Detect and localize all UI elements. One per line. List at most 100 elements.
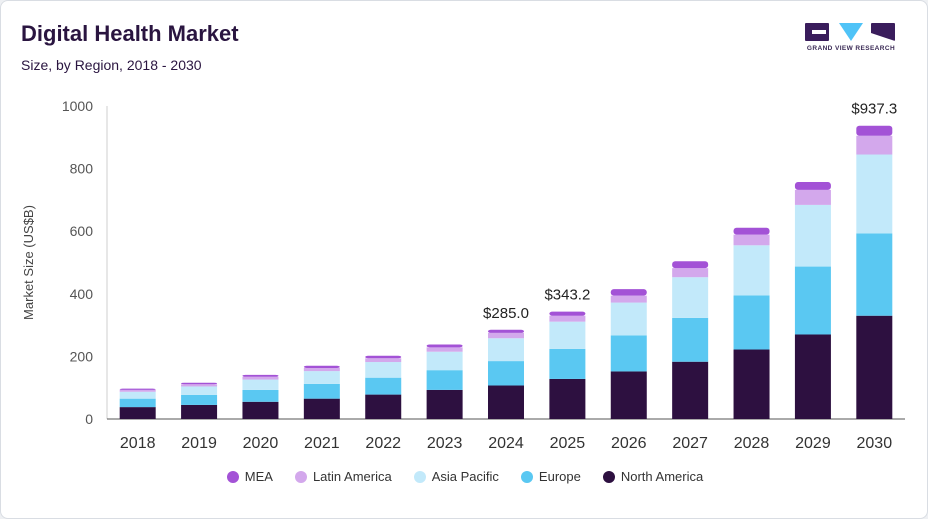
bar-segment	[426, 370, 463, 390]
bar-segment	[119, 388, 156, 390]
bar-segment	[365, 377, 402, 395]
legend-label: Europe	[538, 469, 581, 484]
legend-swatch	[226, 470, 239, 483]
bar-segment	[733, 245, 770, 296]
bar-segment	[119, 398, 156, 408]
bar-segment	[856, 125, 893, 136]
x-tick-label: 2024	[488, 435, 524, 452]
total-value-label: $343.2	[544, 287, 590, 304]
bar-segment	[856, 315, 893, 419]
logo-mark-icon	[805, 23, 895, 41]
bar-segment	[242, 379, 279, 390]
y-tick-label: 0	[85, 411, 93, 427]
bar-segment	[181, 404, 218, 419]
bar-segment	[672, 361, 709, 419]
bar-segment	[303, 371, 340, 384]
bar-segment	[610, 371, 647, 419]
bar-segment	[181, 384, 218, 387]
bar-segment	[181, 382, 218, 385]
legend-swatch	[520, 470, 533, 483]
bar-segment	[610, 302, 647, 336]
x-tick-label: 2020	[243, 435, 279, 452]
bar-segment	[365, 394, 402, 419]
chart-legend: MEA Latin America Asia Pacific Europe North …	[1, 469, 928, 484]
bar-segment	[733, 227, 770, 235]
bar-segment	[794, 204, 831, 267]
x-tick-label: 2019	[181, 435, 217, 452]
x-tick-label: 2022	[365, 435, 401, 452]
x-tick-label: 2029	[795, 435, 831, 452]
total-value-label: $285.0	[483, 305, 529, 322]
bar-segment	[672, 317, 709, 362]
x-tick-label: 2018	[120, 435, 156, 452]
bar-segment	[610, 295, 647, 303]
legend-item: MEA	[226, 469, 273, 484]
logo-text: GRAND VIEW RESEARCH	[806, 45, 896, 52]
bar-segment	[242, 376, 279, 380]
legend-label: MEA	[244, 469, 273, 484]
legend-label: Asia Pacific	[431, 469, 499, 484]
bar-segment	[365, 355, 402, 359]
bar-segment	[549, 321, 586, 349]
bar-segment	[488, 332, 524, 339]
bar-segment	[610, 335, 647, 372]
bar-segment	[856, 135, 893, 155]
bar-segment	[303, 367, 340, 372]
chart-subtitle: Size, by Region, 2018 - 2030	[21, 57, 202, 73]
bar-segment	[672, 277, 709, 318]
x-tick-label: 2027	[672, 435, 708, 452]
bar-segment	[549, 311, 586, 316]
bar-segment	[303, 383, 340, 399]
legend-item: Europe	[520, 469, 581, 484]
grand-view-research-logo: GRAND VIEW RESEARCH	[801, 21, 901, 55]
x-tick-label: 2028	[734, 435, 770, 452]
y-tick-label: 400	[70, 286, 94, 302]
chart-title: Digital Health Market	[21, 21, 239, 46]
bar-segment	[365, 362, 402, 378]
bar-segment	[488, 338, 524, 362]
legend-item: North America	[602, 469, 704, 484]
legend-label: North America	[620, 469, 704, 484]
bar-segment	[365, 358, 402, 363]
y-axis-label: Market Size (US$B)	[21, 205, 36, 320]
x-tick-label: 2021	[304, 435, 340, 452]
bar-segment	[426, 347, 463, 352]
bar-segment	[794, 334, 831, 419]
bar-segment	[242, 374, 279, 377]
bar-segment	[733, 234, 770, 246]
bar-segment	[242, 401, 279, 419]
bar-segment	[303, 398, 340, 419]
bar-segment	[549, 315, 586, 322]
legend-label: Latin America	[312, 469, 392, 484]
bar-segment	[119, 391, 156, 399]
y-tick-label: 600	[70, 223, 94, 239]
bar-segment	[242, 389, 279, 402]
bar-segment	[794, 182, 831, 190]
legend-swatch	[602, 470, 615, 483]
legend-item: Asia Pacific	[413, 469, 499, 484]
bar-segment	[733, 349, 770, 419]
bar-segment	[119, 389, 156, 392]
bar-segment	[303, 365, 340, 368]
bar-segment	[610, 289, 647, 296]
bar-segment	[549, 378, 586, 419]
bar-segment	[426, 389, 463, 419]
bar-segment	[181, 394, 218, 405]
bar-segment	[794, 266, 831, 335]
legend-swatch	[294, 470, 307, 483]
x-tick-label: 2030	[857, 435, 893, 452]
bar-segment	[672, 268, 709, 278]
bar-segment	[856, 233, 893, 316]
y-tick-label: 200	[70, 348, 94, 364]
y-tick-label: 1000	[62, 98, 93, 114]
bar-segment	[426, 351, 463, 371]
legend-item: Latin America	[294, 469, 392, 484]
legend-swatch	[413, 470, 426, 483]
bar-segment	[794, 189, 831, 205]
bar-segment	[672, 261, 709, 269]
x-tick-label: 2023	[427, 435, 463, 452]
total-value-label: $937.3	[851, 101, 897, 118]
bar-segment	[426, 344, 463, 348]
